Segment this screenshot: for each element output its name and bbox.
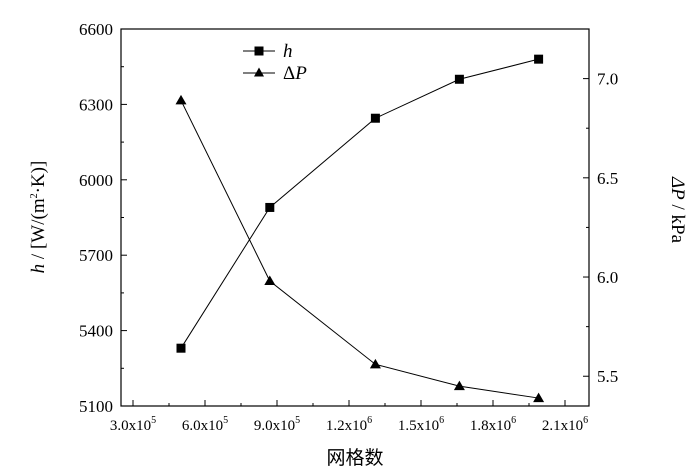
x-tick-label: 1.2x106 [326,415,372,434]
y-right-axis-title: ΔP / kPa [667,176,688,244]
legend-marker-dp [254,67,264,77]
y-right-tick-label: 7.0 [597,70,618,89]
series-layer [175,54,545,403]
x-axis-title: 网格数 [326,447,383,469]
x-tick-label: 3.0x105 [110,415,156,434]
x-tick-label: 1.5x106 [398,415,444,434]
series-line-dp [180,100,539,399]
legend-label-dp: ΔP [283,63,307,84]
data-point-dp [533,392,545,403]
data-point-dp [453,380,465,391]
data-point-h [176,343,186,353]
legend-label-h: h [283,41,293,62]
data-point-h [534,54,544,64]
data-point-dp [175,94,187,105]
x-tick-label: 1.8x106 [470,415,516,434]
x-tick-label: 2.1x106 [542,415,588,434]
y-left-tick-label: 5400 [79,322,113,341]
legend-marker-h [254,46,264,56]
data-point-dp [369,358,381,369]
plot-frame [120,28,590,407]
legend: h ΔP [243,41,307,84]
y-left-tick-label: 6300 [79,95,113,114]
data-point-h [454,74,464,84]
data-point-h [370,113,380,123]
x-axis: 3.0x105 6.0x105 9.0x105 1.2x106 1.5x106 1.8x1… [110,400,588,434]
y-left-tick-label: 5100 [79,397,113,416]
y-left-tick-label: 5700 [79,246,113,265]
x-tick-label: 9.0x105 [254,415,300,434]
y-left-tick-label: 6000 [79,171,113,190]
data-point-dp [264,275,276,285]
y-right-axis: 5.5 6.0 6.5 7.0 [583,70,618,386]
y-right-tick-label: 6.5 [597,169,618,188]
data-point-h [265,202,275,212]
y-left-tick-label: 6600 [79,20,113,39]
y-right-tick-label: 5.5 [597,367,618,386]
x-tick-label: 6.0x105 [182,415,228,434]
y-right-tick-label: 6.0 [597,268,618,287]
series-line-h [180,58,539,349]
y-left-axis-title: h / [W/(m2·K)] [28,161,49,274]
y-left-axis: 5100 5400 5700 6000 6300 6600 [79,20,127,416]
